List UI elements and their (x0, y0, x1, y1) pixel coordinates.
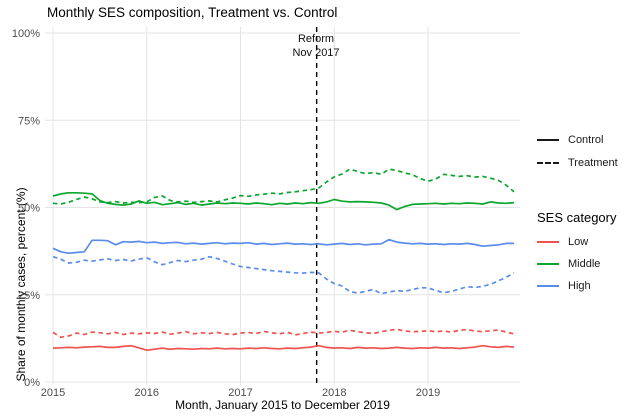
reform-annotation: Reform Nov 2017 (292, 32, 339, 60)
series-line-middle-control (52, 191, 515, 211)
reform-annotation-line1: Reform (297, 33, 335, 45)
reform-annotation-line2: Nov 2017 (292, 47, 340, 59)
legend-item-low: Low (537, 231, 618, 253)
y-tick-label: 75% (18, 115, 40, 127)
series-line-middle-treatment (52, 168, 515, 205)
middle-line-key-icon (537, 263, 559, 265)
high-line-key-icon (537, 285, 559, 287)
series-line-high-treatment (52, 255, 515, 295)
series-line-low-control (52, 344, 515, 352)
y-tick-label: 50% (18, 203, 40, 215)
legend-title-ses-category: SES category (537, 210, 617, 225)
x-tick-label: 2017 (228, 387, 252, 399)
legend-item-middle: Middle (537, 253, 618, 275)
legend-label-middle: Middle (568, 258, 601, 270)
solid-line-key-icon (537, 138, 559, 141)
legend-item-control: Control (537, 128, 618, 151)
x-tick-label: 2015 (41, 387, 65, 399)
series-line-low-treatment (52, 328, 515, 339)
x-axis-title: Month, January 2015 to December 2019 (175, 398, 390, 412)
legend-label-control: Control (568, 133, 604, 146)
x-tick-label: 2019 (416, 387, 440, 399)
dashed-line-key-icon (537, 161, 559, 164)
x-tick-label: 2016 (135, 387, 159, 399)
legend-label-low: Low (568, 236, 589, 248)
x-tick-label: 2018 (322, 387, 346, 399)
series-line-high-control (52, 238, 514, 255)
legend-item-treatment: Treatment (537, 151, 618, 174)
legend-label-high: High (568, 280, 591, 292)
chart-title: Monthly SES composition, Treatment vs. C… (47, 5, 338, 20)
legend: Control Treatment SES category Low Middl… (537, 128, 618, 297)
y-tick-label: 0% (24, 377, 40, 389)
y-tick-label: 25% (18, 290, 40, 302)
y-tick-label: 100% (12, 28, 40, 40)
legend-label-treatment: Treatment (568, 156, 618, 169)
low-line-key-icon (537, 241, 559, 243)
legend-item-high: High (537, 275, 618, 297)
